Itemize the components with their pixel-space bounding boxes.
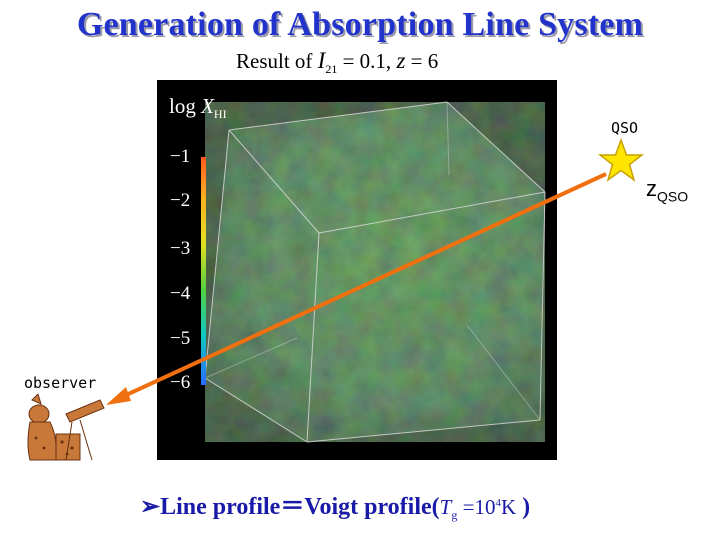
cube-edges: [204, 101, 546, 443]
result-subtitle: Result of I21 = 0.1, z = 6: [236, 48, 438, 77]
qso-label: QSO: [611, 119, 639, 137]
subtitle-z-value: = 6: [405, 49, 439, 73]
arrowhead: [106, 387, 131, 405]
cube-texture: [205, 102, 545, 442]
colorbar-tick-5: −5: [170, 328, 191, 349]
formula-t-sub: g: [451, 508, 458, 523]
observer-telescope-icon: [27, 394, 105, 461]
qso-star-icon: [598, 138, 644, 182]
slide-title: Generation of Absorption Line System: [76, 6, 644, 43]
observer-stars: [34, 436, 74, 456]
colorbar-title-sub: HI: [213, 107, 227, 122]
colorbar-title: log XHI: [169, 94, 227, 122]
colorbar-tick-2: −2: [170, 190, 191, 211]
caption-text: Line profile＝Voigt profile(: [160, 494, 440, 520]
bullet-icon: ➢: [140, 494, 161, 520]
zqso-z: z: [646, 176, 657, 201]
colorbar-title-var: X: [201, 94, 214, 118]
subtitle-var-i: I: [317, 48, 326, 73]
line-profile-caption: ➢Line profile＝Voigt profile(Tg =104K ): [140, 486, 530, 523]
simulation-panel: log XHI −1 −2 −3 −4 −5 −6: [157, 80, 557, 460]
zqso-label: zQSO: [646, 176, 688, 204]
formula-unit: K: [500, 495, 517, 519]
sightline: [123, 172, 607, 398]
temperature-formula: Tg =104K: [440, 495, 516, 523]
observer-label: observer: [24, 374, 97, 392]
subtitle-eq: = 0.1,: [337, 49, 397, 73]
formula-exp: 4: [495, 497, 501, 509]
colorbar-tick-3: −3: [170, 238, 191, 259]
subtitle-prefix: Result of: [236, 49, 313, 73]
subtitle-var-z: z: [396, 48, 406, 73]
colorbar-tick-1: −1: [170, 146, 191, 167]
simulation-cube: [204, 101, 546, 443]
caption-close: ): [516, 494, 531, 520]
colorbar: [201, 157, 206, 385]
colorbar-tick-4: −4: [170, 283, 191, 304]
colorbar-tick-6: −6: [170, 372, 191, 393]
subtitle-sub-i: 21: [325, 62, 338, 77]
zqso-sub: QSO: [657, 188, 689, 205]
formula-t: T: [439, 495, 452, 519]
colorbar-title-log: log: [169, 94, 202, 118]
formula-eq: =10: [457, 495, 496, 519]
